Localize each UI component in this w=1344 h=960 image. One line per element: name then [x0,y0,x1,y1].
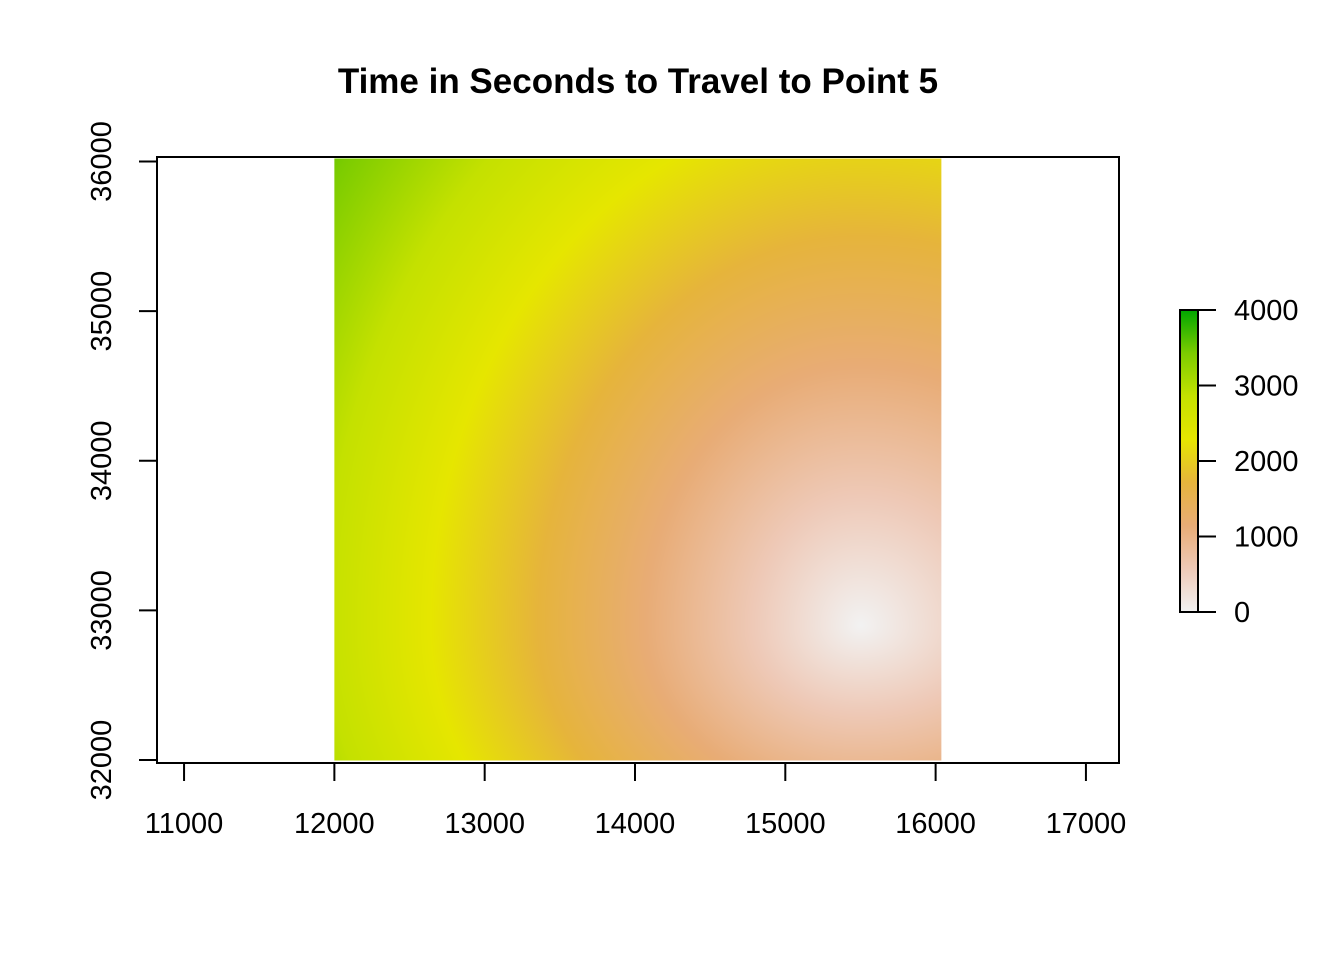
x-tick-label: 15000 [745,808,826,840]
legend-color-bar [1180,310,1198,612]
legend-tick-label: 2000 [1234,446,1299,478]
legend-tick-label: 1000 [1234,522,1299,554]
legend-tick-label: 4000 [1234,295,1299,327]
heatmap-cells [334,158,942,761]
y-tick-label: 34000 [86,420,118,501]
y-axis: 32000 33000 34000 35000 36000 [86,121,158,801]
x-tick-label: 14000 [595,808,676,840]
y-tick-label: 33000 [86,570,118,651]
y-tick-label: 32000 [86,720,118,801]
color-legend: 0 1000 2000 3000 4000 [1179,295,1299,629]
x-tick-label: 17000 [1046,808,1127,840]
y-tick-label: 36000 [86,121,118,202]
x-tick-label: 13000 [444,808,525,840]
x-tick-label: 11000 [145,808,224,840]
y-tick-label: 35000 [86,271,118,352]
x-axis: 11000 12000 13000 14000 15000 16000 17000 [145,762,1127,840]
x-tick-label: 12000 [294,808,375,840]
x-tick-label: 16000 [895,808,976,840]
chart-title: Time in Seconds to Travel to Point 5 [338,62,938,101]
legend-tick-label: 0 [1234,597,1250,629]
heatmap-raster [334,158,942,761]
legend-tick-label: 3000 [1234,371,1299,403]
